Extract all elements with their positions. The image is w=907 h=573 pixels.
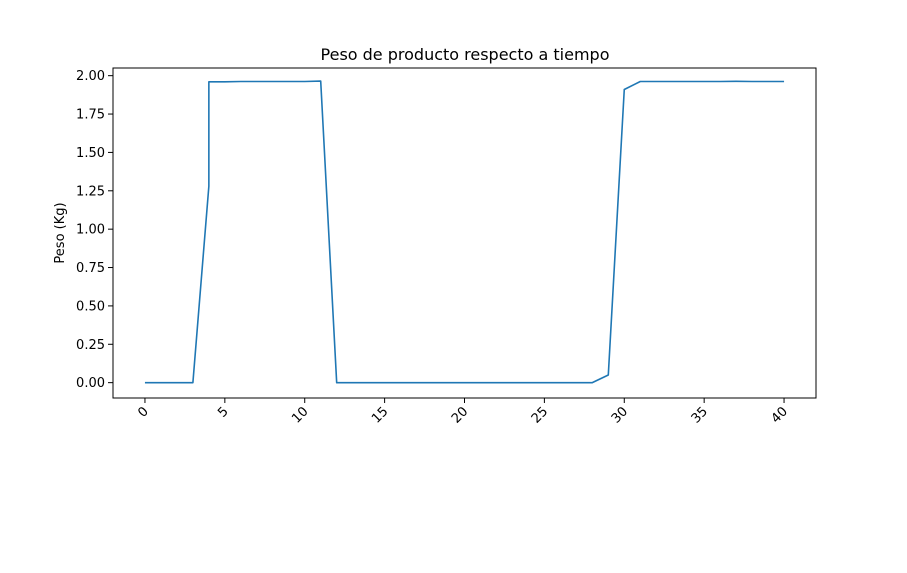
y-tick-group: 0.00 0.25 0.50 0.75 1.00 1.25 1.50 1.75 2.00 — [76, 69, 113, 391]
x-tick-label: 0 — [135, 404, 151, 420]
chart-title: Peso de producto respecto a tiempo — [321, 45, 610, 64]
y-axis-label: Peso (Kg) — [53, 202, 68, 263]
y-tick-label: 0.50 — [76, 299, 105, 314]
x-tick-label: 15 — [369, 404, 391, 426]
y-tick-label: 1.25 — [76, 184, 105, 199]
x-tick-group: 0 5 10 15 20 25 30 35 40 — [135, 398, 791, 427]
x-tick-label: 40 — [769, 404, 791, 426]
y-tick-label: 1.50 — [76, 146, 105, 161]
x-tick-label: 10 — [289, 404, 311, 426]
y-tick-label: 0.25 — [76, 338, 105, 353]
series-line — [144, 80, 785, 384]
x-tick-label: 5 — [215, 404, 231, 420]
y-tick-label: 2.00 — [76, 69, 105, 84]
y-tick-label: 0.75 — [76, 261, 105, 276]
y-tick-label: 0.00 — [76, 376, 105, 391]
series-layer — [144, 80, 785, 384]
x-tick-label: 20 — [449, 404, 471, 426]
x-tick-label: 30 — [609, 404, 631, 426]
x-tick-label: 35 — [689, 404, 711, 426]
plot-area-frame — [112, 67, 817, 399]
y-tick-label: 1.00 — [76, 223, 105, 238]
y-tick-label: 1.75 — [76, 108, 105, 123]
x-tick-label: 25 — [529, 404, 551, 426]
